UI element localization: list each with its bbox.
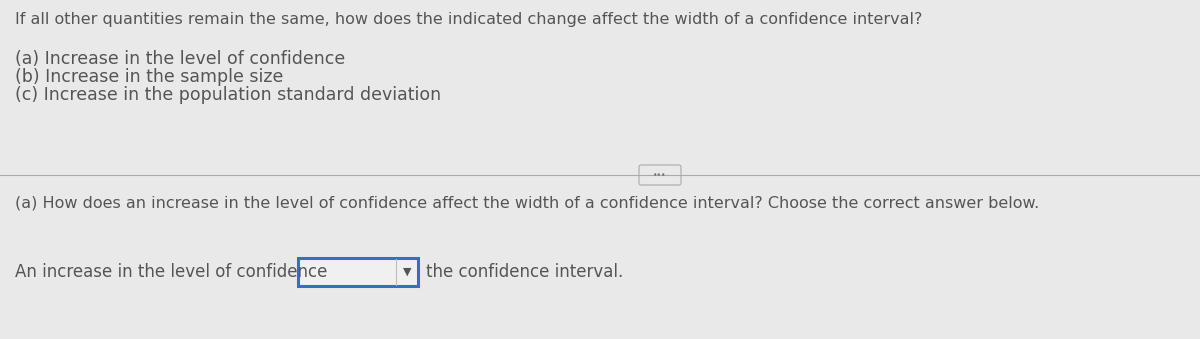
Text: (b) Increase in the sample size: (b) Increase in the sample size	[14, 68, 283, 86]
Text: the confidence interval.: the confidence interval.	[426, 263, 623, 281]
Bar	[298, 258, 418, 286]
FancyBboxPatch shape	[640, 165, 682, 185]
Text: (a) How does an increase in the level of confidence affect the width of a confid: (a) How does an increase in the level of…	[14, 195, 1039, 210]
Text: •••: •••	[653, 171, 667, 179]
Text: If all other quantities remain the same, how does the indicated change affect th: If all other quantities remain the same,…	[14, 12, 923, 27]
Text: An increase in the level of confidence: An increase in the level of confidence	[14, 263, 328, 281]
Text: ▼: ▼	[403, 267, 412, 277]
Text: (c) Increase in the population standard deviation: (c) Increase in the population standard …	[14, 86, 442, 104]
Text: (a) Increase in the level of confidence: (a) Increase in the level of confidence	[14, 50, 346, 68]
